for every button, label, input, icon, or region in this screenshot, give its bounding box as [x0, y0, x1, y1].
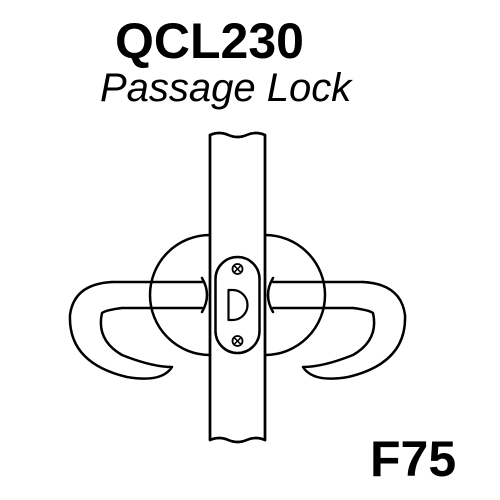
diagram-canvas: QCL230 Passage Lock F75: [0, 0, 500, 500]
lock-diagram: [0, 0, 500, 500]
